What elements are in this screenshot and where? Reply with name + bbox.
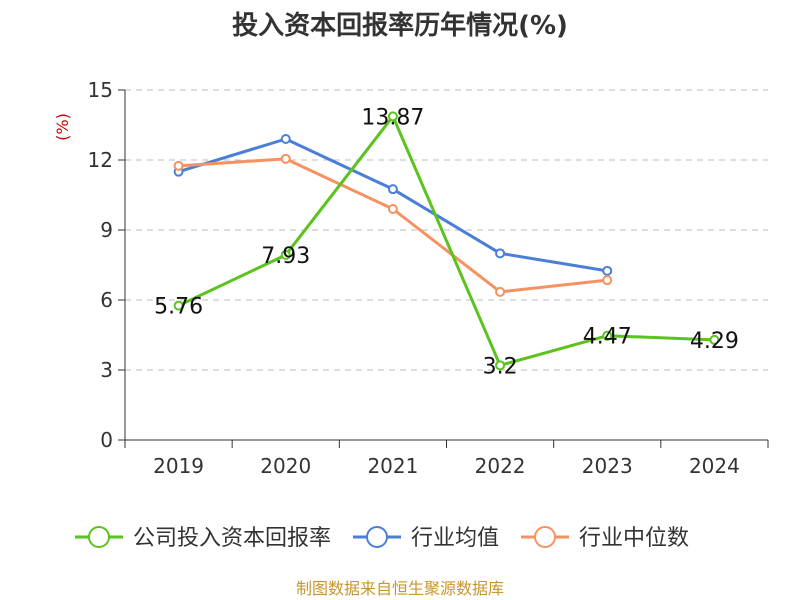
data-point[interactable] [173,300,184,311]
data-label: 4.47 [583,325,632,350]
x-tick-label: 2021 [367,454,418,478]
x-tick-label: 2022 [475,454,526,478]
data-point[interactable] [280,134,291,144]
legend-label: 公司投入资本回报率 [133,526,331,551]
legend[interactable]: 公司投入资本回报率 行业均值 行业中位数 [75,526,689,551]
legend-marker [366,526,389,548]
legend-item[interactable]: 行业均值 [353,526,499,551]
legend-label: 行业中位数 [579,526,689,551]
y-tick-label: 12 [88,148,113,172]
y-axis-unit: (%) [53,113,72,141]
data-label: 3.2 [483,354,518,379]
y-tick-label: 0 [100,428,113,452]
x-tick-label: 2020 [260,454,311,478]
data-label: 13.87 [361,105,424,130]
data-label: 4.29 [690,329,739,354]
data-point[interactable] [173,160,184,171]
y-tick-label: 6 [100,288,113,312]
data-point[interactable] [280,249,291,260]
data-labels: 5.76 7.93 13.87 3.2 4.47 4.29 [154,105,739,379]
data-point[interactable] [387,111,398,122]
legend-item[interactable]: 公司投入资本回报率 [75,526,331,551]
data-point[interactable] [602,275,613,286]
data-point[interactable] [387,204,398,214]
data-point[interactable] [602,330,613,341]
axes: 0 3 6 9 12 15 2019 2020 2021 2022 2023 2024 [88,78,769,478]
series-lines [173,111,720,371]
chart-title: 投入资本回报率历年情况(%) [232,10,568,41]
series-line [177,114,715,367]
data-label: 7.93 [261,244,310,269]
data-point[interactable] [495,248,506,259]
data-point[interactable] [602,265,613,276]
series-line [178,157,608,294]
data-label: 5.76 [154,295,203,320]
legend-label: 行业均值 [411,526,499,551]
legend-item[interactable]: 行业中位数 [521,526,689,551]
x-tick-label: 2024 [689,454,740,478]
y-tick-label: 15 [88,78,113,102]
legend-marker [534,526,557,548]
data-point[interactable] [280,153,291,164]
data-point[interactable] [495,286,506,297]
source-note: 制图数据来自恒生聚源数据库 [296,579,504,598]
x-tick-label: 2019 [153,454,204,478]
y-tick-label: 3 [100,358,113,382]
data-point[interactable] [495,360,506,371]
x-tick-label: 2023 [582,454,633,478]
legend-marker [88,526,110,548]
y-tick-label: 9 [100,218,113,242]
grid-lines [125,89,768,371]
data-point[interactable] [709,334,720,345]
data-point[interactable] [387,184,398,195]
